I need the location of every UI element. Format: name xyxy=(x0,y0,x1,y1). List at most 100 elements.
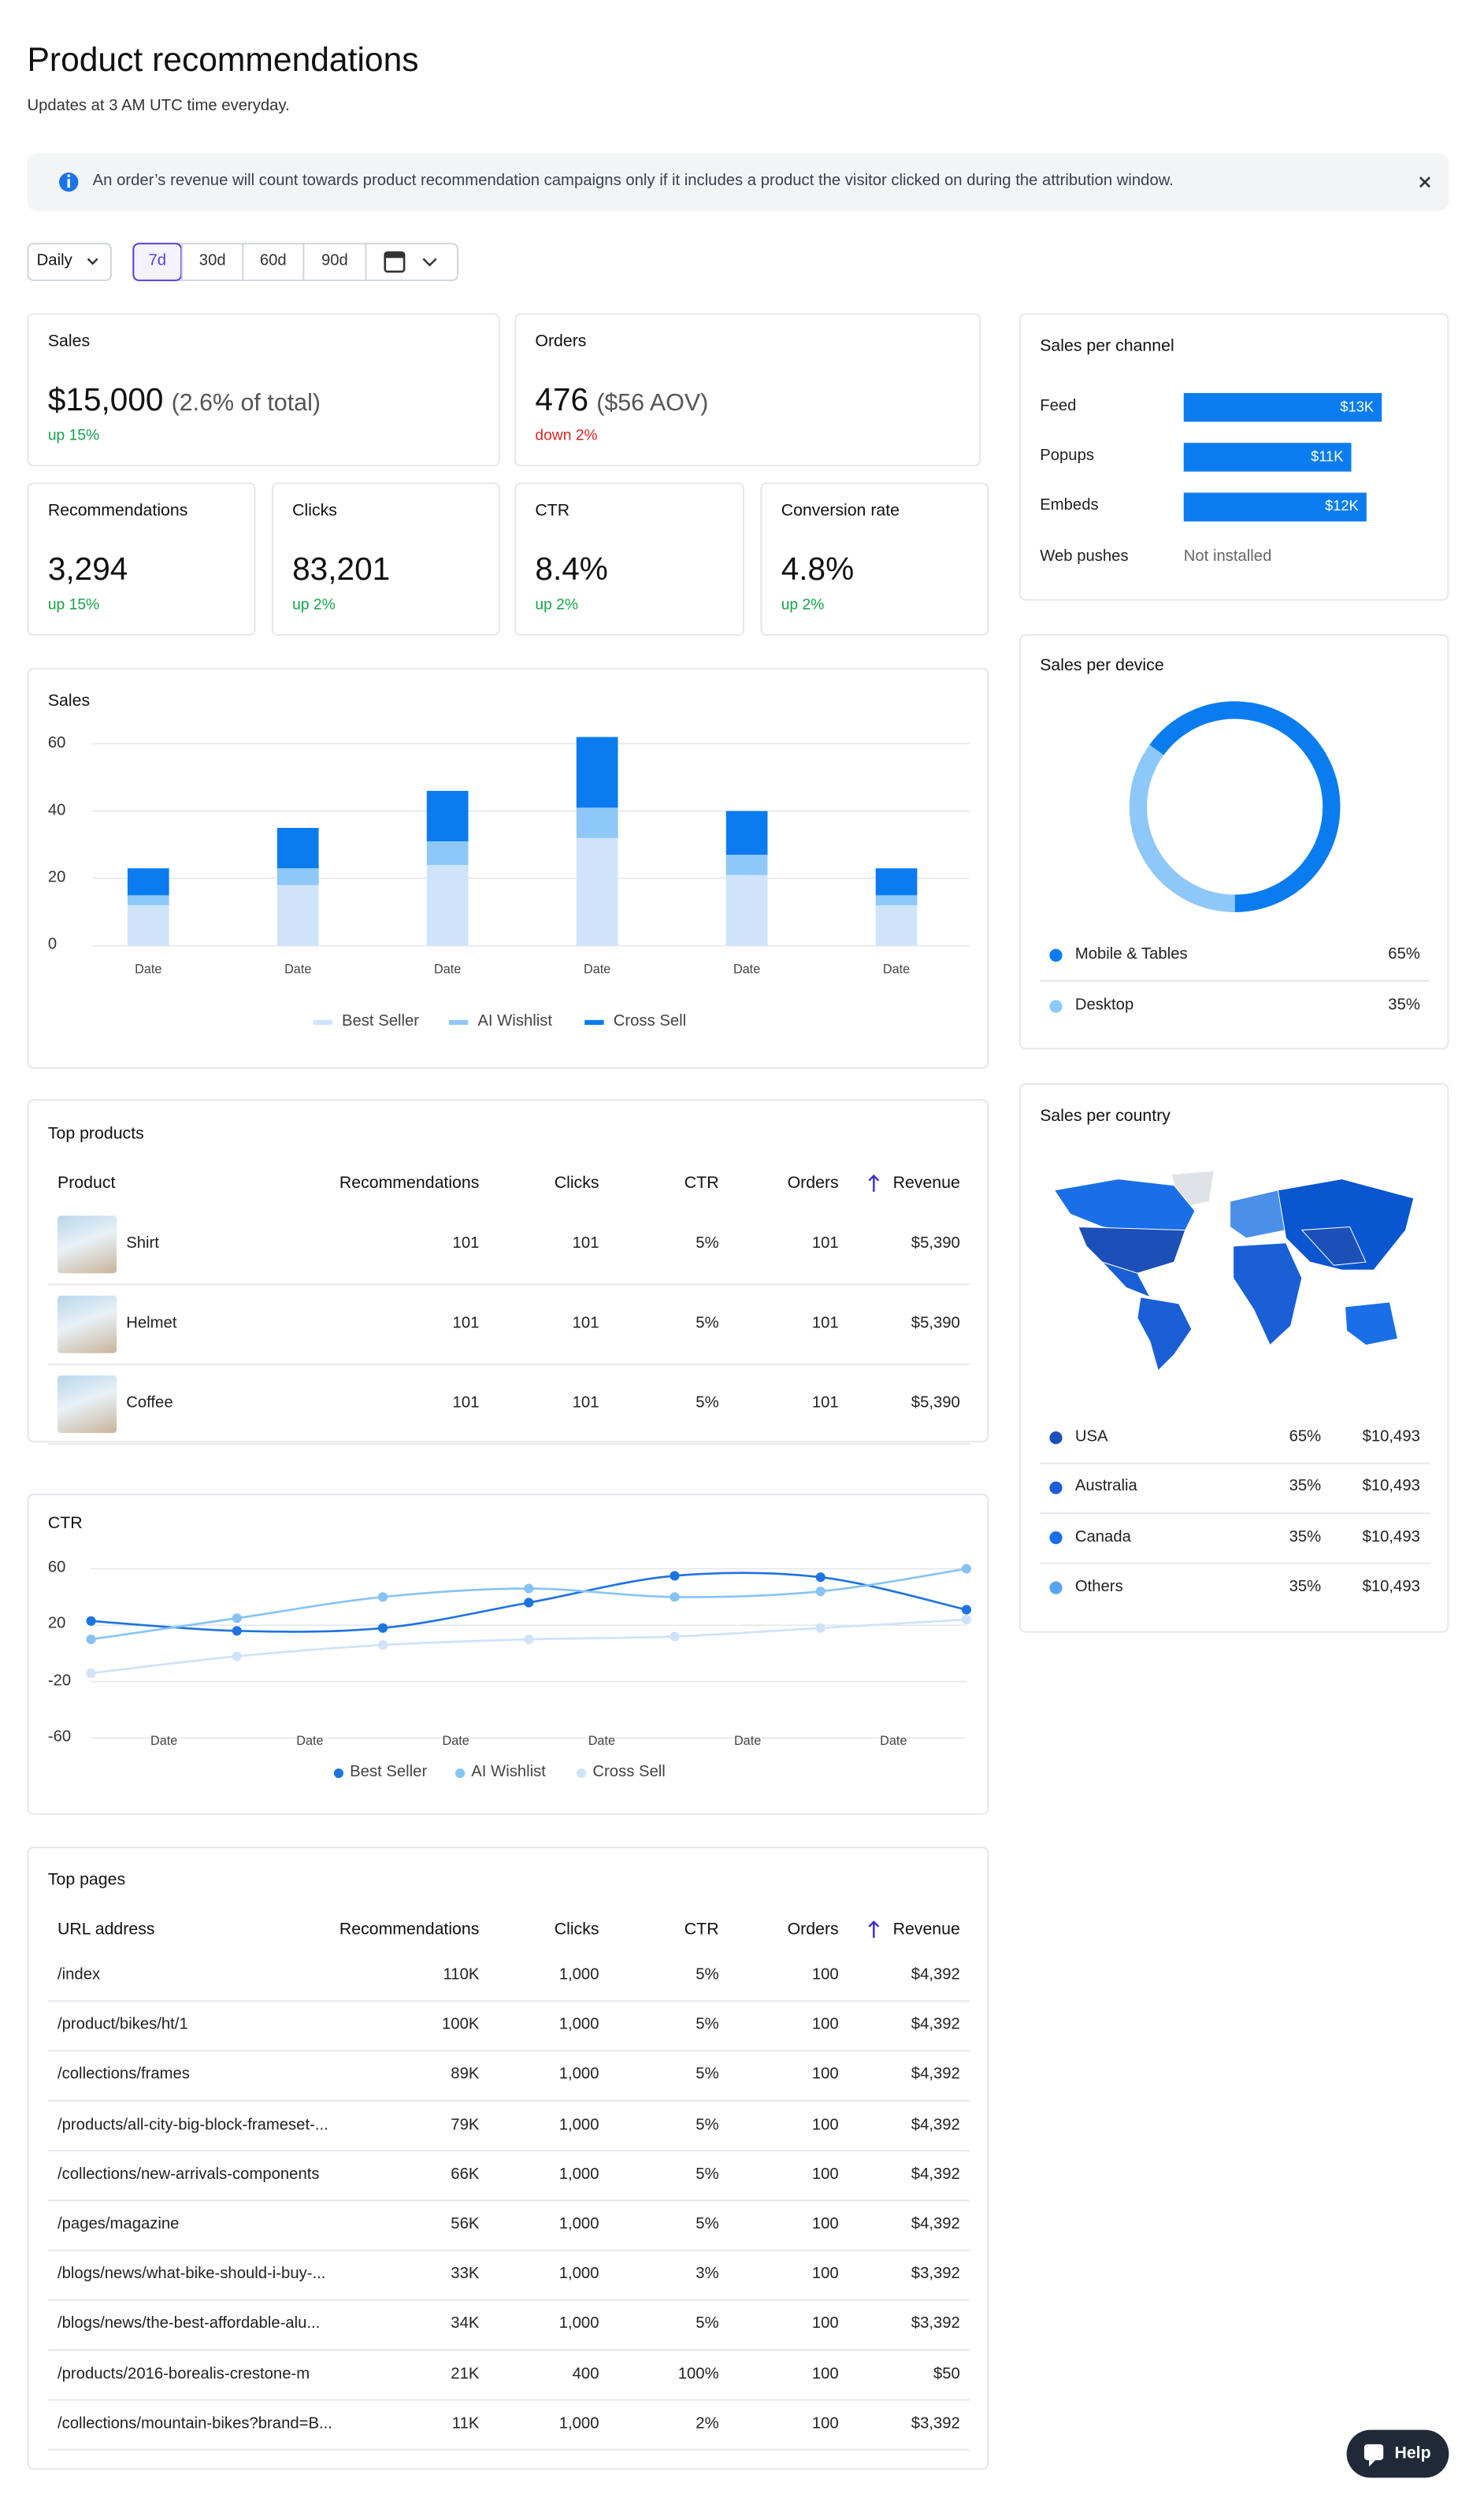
table-cell: /product/bikes/ht/1 xyxy=(58,2016,188,2035)
kpi-detail: (2.6% of total) xyxy=(171,389,321,418)
kpi-value: $15,000 xyxy=(47,383,164,419)
column-header[interactable]: Revenue xyxy=(892,1920,960,1939)
map-region xyxy=(1233,1242,1303,1346)
category-label: Embeds xyxy=(1040,497,1099,515)
table-cell: 5% xyxy=(696,1315,719,1333)
legend-label: AI Wishlist xyxy=(471,1763,546,1782)
x-tick-label: Date xyxy=(882,962,911,977)
column-header[interactable]: Orders xyxy=(787,1920,839,1939)
help-label[interactable]: Help xyxy=(1394,2444,1431,2463)
table-cell: $5,390 xyxy=(911,1315,960,1333)
table-cell: 5% xyxy=(696,2215,719,2234)
column-header[interactable]: Recommendations xyxy=(339,1920,480,1939)
kpi-value-line: 3,294 xyxy=(48,551,128,590)
table-cell: $4,392 xyxy=(911,2116,960,2134)
line-point xyxy=(670,1631,680,1642)
table-cell: 5% xyxy=(696,2065,719,2084)
table-cell: 100 xyxy=(811,2116,839,2134)
legend-marker xyxy=(454,1768,466,1779)
kpi-card xyxy=(27,313,500,467)
category-label: Feed xyxy=(1040,397,1077,416)
table-cell: /collections/frames xyxy=(58,2065,190,2084)
x-tick-label: Date xyxy=(733,962,761,977)
x-tick-label: Date xyxy=(150,1733,178,1749)
country-share: 35% xyxy=(1289,1578,1322,1596)
info-icon-dot xyxy=(67,174,71,177)
table-cell: 5% xyxy=(696,1234,719,1252)
line-point xyxy=(232,1651,242,1661)
table-cell: $3,392 xyxy=(911,2315,960,2333)
table-card xyxy=(27,1099,989,1443)
table-cell: $4,392 xyxy=(911,1966,960,1984)
interval-dropdown[interactable] xyxy=(27,243,112,281)
range-selected[interactable] xyxy=(132,243,183,281)
map-region xyxy=(1277,1178,1415,1271)
chart-card xyxy=(27,667,989,1069)
table-cell: Helmet xyxy=(126,1315,177,1333)
table-cell: 66K xyxy=(451,2165,480,2184)
column-header[interactable]: CTR xyxy=(684,1173,719,1193)
kpi-value-line: 476 ($56 AOV) xyxy=(535,382,708,421)
legend-marker xyxy=(1049,1481,1063,1494)
range-option[interactable]: 90d xyxy=(321,252,348,270)
x-tick-label: Date xyxy=(284,962,312,977)
kpi-change: up 2% xyxy=(781,596,825,614)
map-region xyxy=(1100,1261,1152,1298)
table-cell: /index xyxy=(58,1966,101,1984)
product-thumbnail xyxy=(58,1215,117,1274)
calendar-icon-top xyxy=(384,252,405,258)
line-point xyxy=(377,1592,388,1602)
kpi-value: 3,294 xyxy=(47,552,128,588)
table-cell: 56K xyxy=(451,2215,480,2234)
legend-marker xyxy=(1049,1431,1063,1445)
country-name: USA xyxy=(1074,1428,1108,1446)
bar-segment xyxy=(875,895,918,906)
kpi-label: Clicks xyxy=(292,501,337,521)
kpi-card xyxy=(271,482,500,636)
line-point xyxy=(815,1572,825,1583)
kpi-value: 476 xyxy=(535,383,589,419)
bar-segment xyxy=(875,905,918,946)
close-icon xyxy=(1419,176,1430,188)
table-cell: 1,000 xyxy=(558,2315,599,2333)
kpi-value-line: 8.4% xyxy=(535,551,607,590)
legend-marker xyxy=(1049,1581,1063,1594)
chevron xyxy=(87,258,98,265)
table-card xyxy=(27,1846,989,2470)
line-point xyxy=(524,1634,534,1645)
column-header[interactable]: Clicks xyxy=(554,1173,599,1193)
line-series xyxy=(91,1618,967,1675)
column-header: Product xyxy=(58,1173,116,1193)
table-cell: $3,392 xyxy=(911,2266,960,2284)
table-cell: 5% xyxy=(696,2016,719,2035)
bar xyxy=(1183,492,1367,521)
line-point xyxy=(524,1583,534,1594)
column-header[interactable]: Recommendations xyxy=(339,1173,480,1193)
map-region xyxy=(1230,1189,1287,1239)
column-header[interactable]: Revenue xyxy=(892,1173,960,1193)
line-point xyxy=(815,1586,825,1597)
chart-title: CTR xyxy=(47,1513,83,1534)
help-button[interactable] xyxy=(1346,2429,1449,2478)
bar-segment xyxy=(127,895,169,906)
column-header[interactable]: Clicks xyxy=(554,1920,599,1939)
line-point xyxy=(232,1626,242,1636)
kpi-change: up 15% xyxy=(47,596,100,614)
table-cell: 101 xyxy=(572,1234,599,1252)
column-header[interactable]: Orders xyxy=(787,1173,839,1193)
x-tick-label: Date xyxy=(135,962,162,977)
x-tick-label: Date xyxy=(434,962,462,977)
map-region xyxy=(1053,1178,1196,1234)
y-tick-label: 60 xyxy=(47,733,66,752)
range-option[interactable]: 60d xyxy=(259,252,287,270)
table-cell: 1,000 xyxy=(558,2266,599,2284)
range-option[interactable]: 30d xyxy=(198,252,226,270)
help-icon-tail xyxy=(1368,2460,1376,2467)
column-header[interactable]: CTR xyxy=(684,1920,719,1939)
kpi-value-line: 83,201 xyxy=(292,551,390,590)
x-tick-label: Date xyxy=(733,1733,762,1749)
y-tick-label: 40 xyxy=(47,801,66,819)
range-option[interactable]: 7d xyxy=(148,252,167,270)
map-region xyxy=(1137,1297,1193,1371)
country-revenue: $10,493 xyxy=(1362,1527,1420,1546)
